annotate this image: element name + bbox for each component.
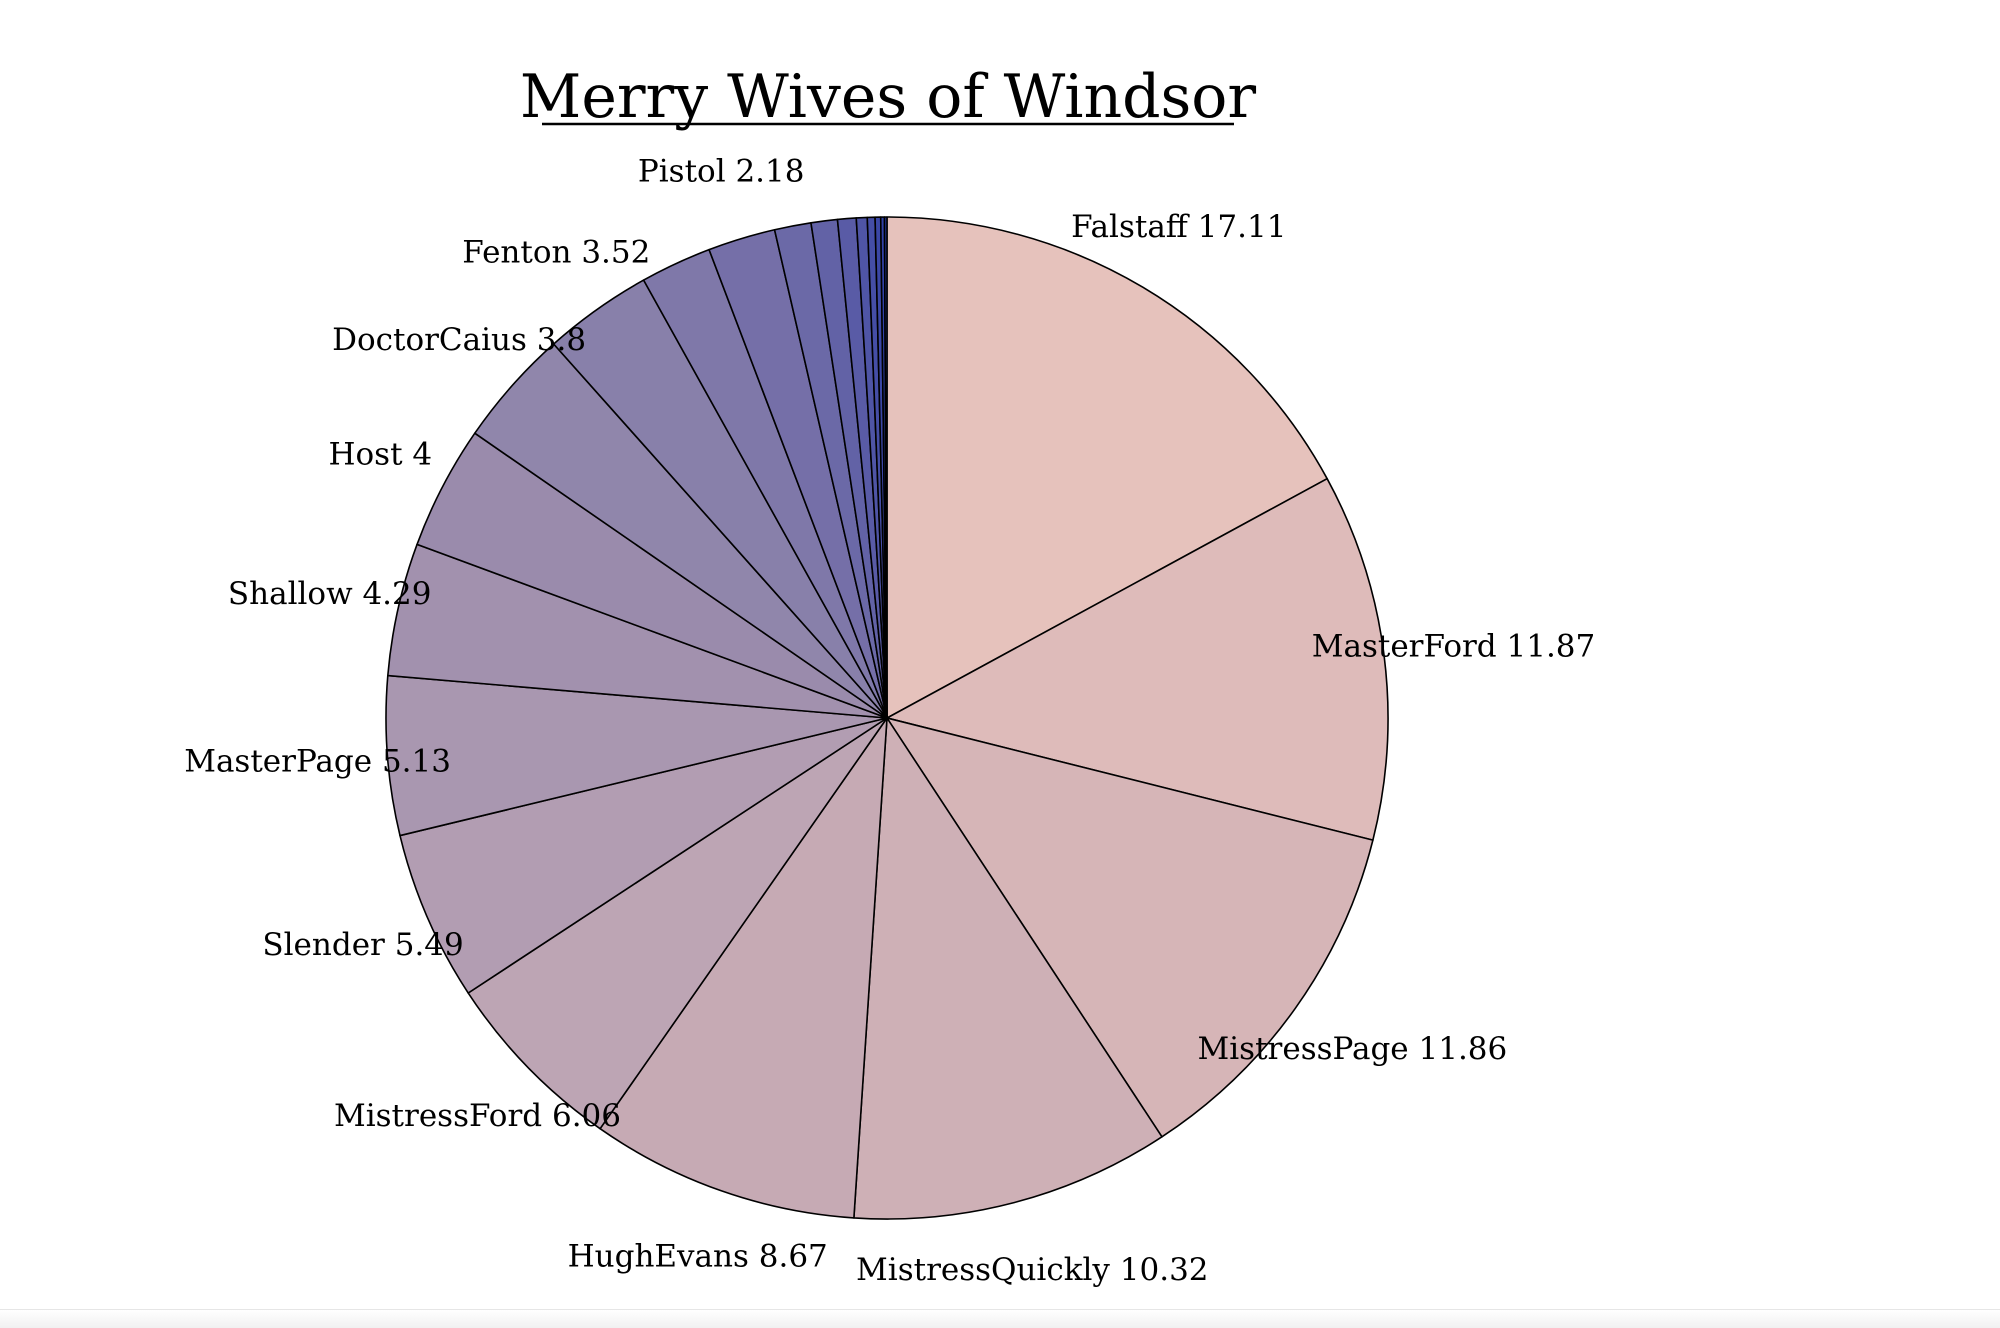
slice-label-master-ford: MasterFord 11.87 [1312, 628, 1596, 664]
pie-slices [385, 216, 1389, 1220]
slice-label-master-page: MasterPage 5.13 [184, 743, 451, 779]
pie-slice-falstaff [886, 216, 1328, 719]
window-bottom-edge [0, 1309, 2000, 1328]
pie-slice-mistress-quickly [853, 717, 1163, 1220]
pie-slice-slender [399, 717, 888, 994]
slice-label-host: Host 4 [328, 437, 432, 473]
pie-slice-master-ford [886, 477, 1389, 841]
slice-label-mistress-page: MistressPage 11.86 [1198, 1031, 1508, 1067]
pie-slice-hugh-evans [599, 717, 888, 1219]
pie-labels: Falstaff 17.11 MasterFord 11.87 MistressPa… [184, 154, 1595, 1289]
slice-label-doctor-caius: DoctorCaius 3.8 [332, 322, 586, 358]
chart-title: Merry Wives of Windsor [520, 62, 1257, 132]
slice-label-hugh-evans: HughEvans 8.67 [568, 1239, 828, 1275]
slice-label-mistress-quickly: MistressQuickly 10.32 [856, 1252, 1208, 1288]
slice-label-falstaff: Falstaff 17.11 [1071, 209, 1286, 245]
pie-slice-mistress-page [886, 717, 1374, 1138]
slice-label-pistol: Pistol 2.18 [638, 154, 805, 190]
slice-label-shallow: Shallow 4.29 [228, 576, 432, 612]
slice-label-slender: Slender 5.49 [262, 927, 463, 963]
slice-label-fenton: Fenton 3.52 [462, 235, 650, 271]
pie-slice-mistress-ford [467, 717, 888, 1130]
pie-slice-master-page [385, 674, 888, 837]
slice-label-mistress-ford: MistressFord 6.06 [334, 1098, 621, 1134]
pie-slice-unlabeled-21 [883, 216, 888, 719]
